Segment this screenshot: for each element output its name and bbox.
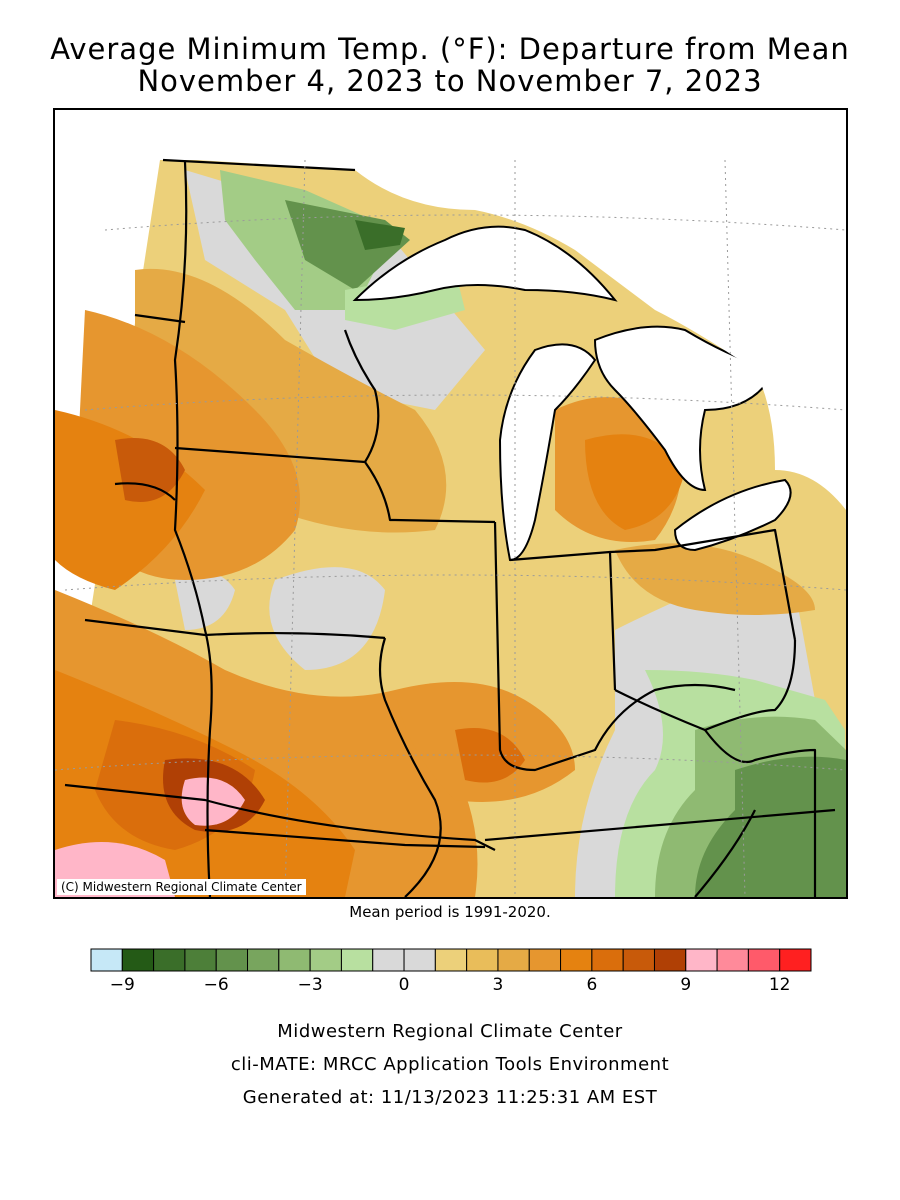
legend-swatch [779,948,812,972]
legend-swatch [591,948,624,972]
anomaly-zone-warm [585,434,685,530]
legend-swatch [747,948,781,972]
legend-tick-label: 9 [680,975,692,995]
legend-tick-label: −9 [109,975,135,995]
legend-swatch [153,948,186,972]
legend-swatch [560,948,593,972]
legend-swatch [653,948,687,972]
legend-tick-label: −6 [203,975,229,995]
legend-swatch [622,948,655,972]
graticule [55,159,846,897]
legend-tick-label: 6 [586,975,598,995]
color-legend-bar [90,948,812,972]
legend-swatch [466,948,499,972]
legend-tick-label: −3 [297,975,323,995]
legend-swatch [372,948,405,972]
legend-swatch [278,948,311,972]
map-title-line-1: Average Minimum Temp. (°F): Departure fr… [50,32,850,66]
legend-swatch [716,948,749,972]
legend-swatch [90,948,123,972]
legend-tick-label: 0 [398,975,410,995]
anomaly-zone-warm [455,728,525,783]
anomaly-zone-warm [115,438,185,502]
canada-interior [160,110,846,510]
legend-swatch [497,948,530,972]
map-canvas [55,110,846,897]
anomaly-zone-cool [285,200,410,290]
legend-swatch [309,948,342,972]
footer-tool-name: cli-MATE: MRCC Application Tools Environ… [230,1054,670,1075]
legend-swatch [121,948,155,972]
map-credit: (C) Midwestern Regional Climate Center [57,879,306,895]
map-title-line-2: November 4, 2023 to November 7, 2023 [137,64,763,98]
mean-period-note: Mean period is 1991-2020. [349,903,551,921]
legend-tick-label: 12 [768,975,791,995]
anomaly-zone-warm [615,543,815,615]
anomaly-zone-neutral [175,572,235,630]
lake-huron [593,325,777,492]
legend-swatch [685,948,718,972]
legend-swatch [403,948,436,972]
legend-swatch [528,948,562,972]
lake-erie [673,478,792,552]
legend-ticks: −9 −6 −3 0 3 6 9 12 [0,975,900,997]
lake-michigan [498,343,597,562]
state-boundaries [64,158,836,897]
legend-swatch [340,948,374,972]
lake-superior [352,225,618,302]
legend-swatch [434,948,468,972]
legend-swatch [184,948,217,972]
legend-swatch [247,948,280,972]
anomaly-zone-cool [355,220,405,250]
footer-center-name: Midwestern Regional Climate Center [277,1021,623,1042]
anomaly-zone-cool [695,756,846,897]
anomaly-zone-neutral [269,567,385,670]
footer-generated-time: Generated at: 11/13/2023 11:25:31 AM EST [242,1087,658,1108]
legend-tick-label: 3 [492,975,504,995]
legend-swatch [215,948,249,972]
temperature-departure-map: (C) Midwestern Regional Climate Center [53,108,848,899]
